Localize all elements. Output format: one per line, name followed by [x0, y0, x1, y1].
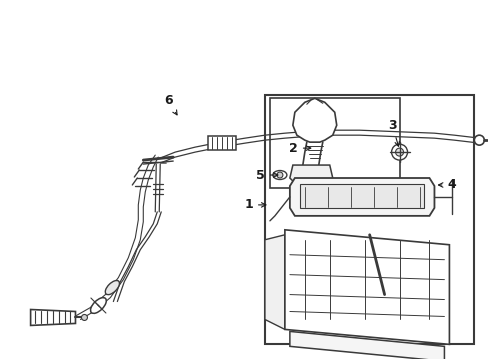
Polygon shape — [31, 310, 75, 325]
Polygon shape — [264, 235, 285, 329]
Bar — [269, 98, 399, 188]
Polygon shape — [285, 230, 448, 345]
Text: 5: 5 — [256, 168, 277, 181]
Circle shape — [81, 315, 87, 320]
Bar — [299, 184, 424, 208]
Polygon shape — [292, 98, 336, 142]
Text: 6: 6 — [163, 94, 177, 115]
Circle shape — [276, 172, 283, 178]
Bar — [208, 136, 236, 150]
Text: 3: 3 — [387, 119, 399, 146]
Text: 4: 4 — [438, 179, 455, 192]
Circle shape — [395, 148, 403, 156]
Circle shape — [473, 135, 483, 145]
Polygon shape — [289, 178, 433, 216]
Text: 2: 2 — [288, 141, 310, 155]
Polygon shape — [289, 165, 332, 185]
Ellipse shape — [90, 298, 106, 314]
Circle shape — [391, 144, 407, 160]
Text: 1: 1 — [244, 198, 265, 211]
Polygon shape — [289, 332, 444, 360]
Ellipse shape — [105, 280, 119, 295]
Ellipse shape — [272, 171, 286, 180]
Bar — [264, 95, 473, 345]
